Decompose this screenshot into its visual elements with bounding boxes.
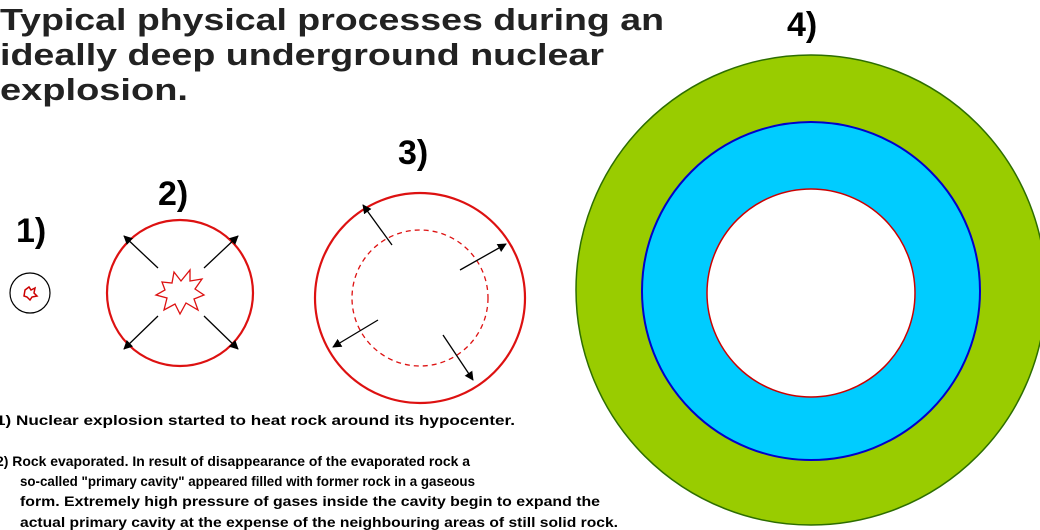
diagram: Typical physical processes during an ide… [0,0,1040,530]
stage-4-rings [576,55,1040,525]
stage-label: 1) [16,212,46,250]
title-line: Typical physical processes during an [0,2,664,37]
title-line: ideally deep underground nuclear [0,37,604,72]
stage-1-shape [10,273,50,313]
caption-line: actual primary cavity at the expense of … [20,514,618,530]
caption-line: 2) Rock evaporated. In result of disappe… [0,453,470,469]
stage-3-shape [315,193,525,403]
title-line: explosion. [0,72,188,107]
stage-2-shape [107,220,253,366]
stage-label: 3) [398,134,428,172]
stage-label: 2) [158,175,188,213]
stage-label: 4) [787,6,817,44]
captions: 1) Nuclear explosion started to heat roc… [0,412,618,530]
page: Typical physical processes during an ide… [0,0,1040,530]
title: Typical physical processes during an ide… [0,2,664,107]
caption-line: so-called "primary cavity" appeared fill… [20,473,475,489]
caption-line: 1) Nuclear explosion started to heat roc… [0,412,515,428]
caption-line: form. Extremely high pressure of gases i… [20,493,600,509]
